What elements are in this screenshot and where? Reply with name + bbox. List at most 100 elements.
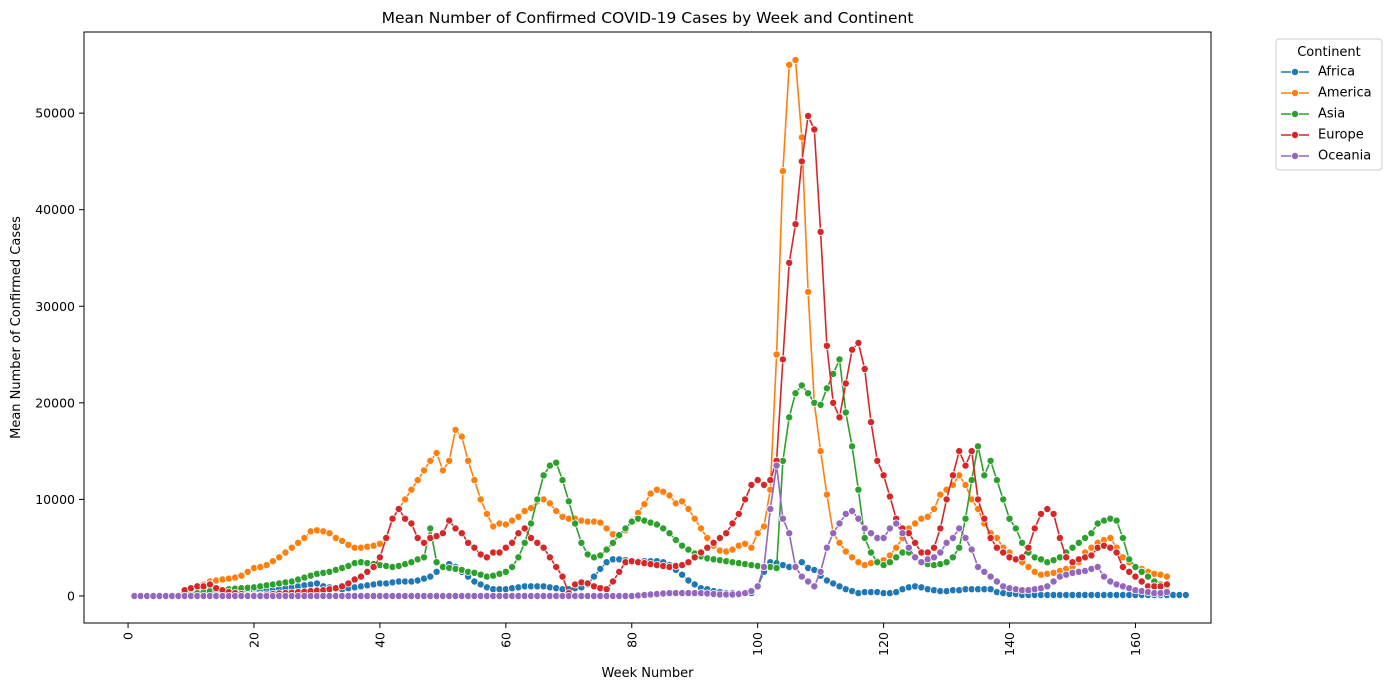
data-point: [690, 580, 699, 589]
data-point: [470, 543, 479, 552]
data-point: [911, 538, 920, 547]
data-point: [822, 490, 831, 499]
data-point: [457, 432, 466, 441]
legend-swatch-marker: [1291, 151, 1300, 160]
y-tick-label: 10000: [35, 492, 75, 507]
data-point: [992, 543, 1001, 552]
x-tick-label: 40: [372, 632, 387, 648]
legend-item-europe: Europe: [1281, 128, 1364, 143]
data-point: [495, 548, 504, 557]
data-point: [369, 563, 378, 572]
data-point: [791, 220, 800, 229]
data-point: [961, 534, 970, 543]
data-point: [1068, 543, 1077, 552]
data-point: [602, 585, 611, 594]
data-point: [772, 350, 781, 359]
data-point: [848, 345, 857, 354]
data-point: [552, 458, 561, 467]
chart-title: Mean Number of Confirmed COVID-19 Cases …: [382, 9, 914, 27]
data-point: [986, 456, 995, 465]
data-point: [432, 448, 441, 457]
data-point: [520, 524, 529, 533]
series-europe: [130, 112, 1171, 601]
data-point: [482, 509, 491, 518]
legend-label: Oceania: [1318, 149, 1371, 164]
data-point: [1162, 580, 1171, 589]
data-point: [967, 545, 976, 554]
data-point: [778, 167, 787, 176]
data-point: [772, 564, 781, 573]
data-point: [980, 567, 989, 576]
data-point: [1137, 567, 1146, 576]
data-point: [1024, 563, 1033, 572]
data-point: [615, 531, 624, 540]
data-point: [829, 398, 838, 407]
data-point: [388, 514, 397, 523]
legend-swatch-marker: [1291, 130, 1300, 139]
data-point: [911, 553, 920, 562]
data-point: [835, 413, 844, 422]
data-point: [401, 495, 410, 504]
data-point: [892, 543, 901, 552]
data-point: [797, 381, 806, 390]
legend: Continent Africa America Asia Europe Oceania: [1275, 38, 1383, 171]
data-point: [413, 476, 422, 485]
data-point: [785, 258, 794, 267]
data-point: [867, 529, 876, 538]
data-point: [879, 534, 888, 543]
data-point: [1106, 534, 1115, 543]
legend-label: Africa: [1318, 65, 1355, 80]
data-point: [747, 480, 756, 489]
data-point: [942, 538, 951, 547]
data-point: [974, 563, 983, 572]
series-line-oceania: [134, 464, 1168, 597]
data-point: [948, 471, 957, 480]
data-point: [665, 491, 674, 500]
data-point: [514, 553, 523, 562]
data-point: [508, 563, 517, 572]
data-point: [577, 538, 586, 547]
data-point: [590, 572, 599, 581]
data-point: [451, 524, 460, 533]
data-point: [747, 587, 756, 596]
legend-item-america: America: [1281, 86, 1372, 101]
data-point: [980, 514, 989, 523]
data-point: [923, 512, 932, 521]
data-point: [344, 579, 353, 588]
x-tick-label: 120: [876, 632, 891, 656]
data-point: [659, 524, 668, 533]
legend-swatch-marker: [1291, 89, 1300, 98]
data-point: [854, 485, 863, 494]
data-point: [848, 553, 857, 562]
data-point: [860, 524, 869, 533]
legend-label: Europe: [1318, 128, 1364, 143]
data-point: [1074, 538, 1083, 547]
data-point: [867, 418, 876, 427]
data-point: [936, 548, 945, 557]
data-point: [539, 543, 548, 552]
data-point: [804, 389, 813, 398]
data-point: [822, 384, 831, 393]
data-point: [438, 529, 447, 538]
data-point: [822, 341, 831, 350]
data-point: [413, 534, 422, 543]
data-point: [382, 534, 391, 543]
data-point: [1043, 582, 1052, 591]
data-point: [816, 447, 825, 456]
data-point: [508, 516, 517, 525]
x-tick-label: 80: [624, 632, 639, 648]
data-point: [835, 519, 844, 528]
data-point: [867, 548, 876, 557]
data-point: [432, 558, 441, 567]
legend-label: America: [1318, 86, 1372, 101]
data-point: [797, 572, 806, 581]
y-axis-label: Mean Number of Confirmed Cases: [9, 216, 24, 439]
data-point: [300, 534, 309, 543]
data-point: [898, 529, 907, 538]
data-point: [753, 582, 762, 591]
data-point: [564, 497, 573, 506]
data-point: [936, 524, 945, 533]
data-point: [281, 548, 290, 557]
legend-title: Continent: [1297, 45, 1361, 60]
data-point: [608, 577, 617, 586]
